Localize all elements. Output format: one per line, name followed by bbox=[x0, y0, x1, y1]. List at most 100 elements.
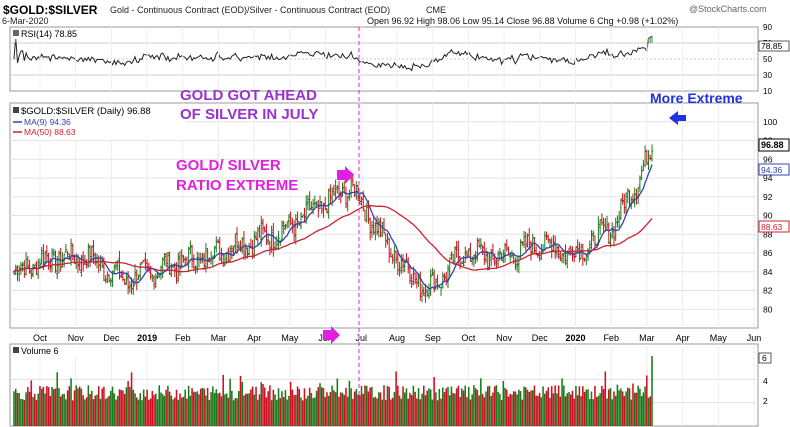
volume-bar bbox=[568, 392, 570, 426]
volume-bar bbox=[607, 389, 610, 426]
volume-bar bbox=[92, 399, 95, 426]
volume-bar bbox=[307, 395, 309, 426]
volume-bar bbox=[255, 386, 257, 426]
volume-bar bbox=[135, 397, 138, 426]
volume-bar bbox=[82, 395, 84, 426]
volume-bar bbox=[224, 394, 226, 426]
volume-bar bbox=[168, 391, 171, 426]
volume-bar bbox=[99, 398, 102, 426]
volume-bar bbox=[595, 397, 598, 426]
volume-bar bbox=[165, 389, 167, 426]
volume-bar bbox=[225, 393, 228, 426]
x-axis-label: Jul bbox=[356, 333, 368, 343]
volume-bar bbox=[438, 388, 441, 426]
volume-bar bbox=[175, 389, 178, 426]
volume-bar bbox=[455, 388, 458, 426]
volume-bar bbox=[360, 385, 363, 426]
rsi-value-tag-text: 78.85 bbox=[761, 41, 783, 51]
volume-bar bbox=[587, 389, 589, 426]
volume-bar bbox=[509, 393, 512, 426]
volume-bar bbox=[481, 393, 484, 426]
volume-bar bbox=[633, 392, 636, 426]
volume-bar bbox=[436, 400, 439, 426]
volume-bar bbox=[495, 385, 498, 426]
volume-bar bbox=[341, 392, 344, 426]
volume-bar bbox=[218, 392, 221, 426]
volume-bar bbox=[262, 383, 264, 426]
volume-tick-2: 2 bbox=[763, 396, 768, 406]
volume-bar bbox=[229, 378, 231, 426]
volume-bar bbox=[642, 392, 645, 426]
volume-bar bbox=[331, 385, 333, 426]
ma50-tag bbox=[758, 220, 790, 233]
volume-bar bbox=[122, 390, 124, 426]
volume-bar bbox=[49, 395, 52, 426]
volume-bar bbox=[544, 393, 546, 426]
volume-bar bbox=[194, 392, 197, 426]
annotation-extreme-line2: RATIO EXTREME bbox=[176, 177, 298, 194]
volume-bar bbox=[282, 397, 285, 426]
volume-bar bbox=[531, 390, 534, 426]
header-quote: Open 96.92 High 98.06 Low 95.14 Close 96… bbox=[367, 16, 678, 26]
volume-bar bbox=[174, 397, 176, 426]
volume-bar bbox=[359, 395, 361, 426]
volume-bar bbox=[94, 395, 97, 426]
volume-bar bbox=[447, 386, 449, 426]
volume-bar bbox=[627, 387, 629, 426]
price-axis-tick: 100 bbox=[763, 117, 777, 127]
volume-bar bbox=[422, 385, 425, 426]
volume-bar bbox=[189, 395, 192, 426]
volume-bar bbox=[127, 381, 129, 426]
volume-bar bbox=[217, 393, 219, 426]
volume-bar bbox=[212, 386, 214, 426]
x-axis-label: Oct bbox=[461, 333, 476, 343]
volume-bar bbox=[148, 399, 150, 426]
volume-bar bbox=[151, 390, 154, 426]
volume-bar bbox=[40, 388, 43, 426]
volume-bar bbox=[348, 380, 351, 426]
volume-bar bbox=[210, 392, 212, 426]
volume-bar bbox=[108, 395, 110, 426]
volume-bar bbox=[448, 395, 451, 426]
volume-bar bbox=[514, 391, 517, 426]
volume-bar bbox=[301, 400, 304, 426]
volume-bar bbox=[253, 394, 256, 426]
rsi-value-tag bbox=[758, 40, 790, 52]
volume-bar bbox=[376, 398, 378, 426]
price-axis-tick: 86 bbox=[763, 248, 773, 258]
volume-bar bbox=[156, 399, 159, 426]
volume-bar bbox=[346, 396, 349, 426]
volume-bar bbox=[462, 390, 465, 426]
volume-bar bbox=[575, 385, 577, 426]
price-legend-swatch bbox=[13, 107, 19, 113]
volume-bar bbox=[505, 389, 508, 426]
volume-bar bbox=[312, 398, 314, 426]
volume-bar bbox=[613, 391, 615, 426]
annotation-more-extreme: More Extreme bbox=[650, 90, 743, 106]
ma50-line bbox=[13, 204, 653, 273]
volume-bar bbox=[569, 394, 572, 426]
volume-bar bbox=[614, 395, 617, 426]
volume-bar bbox=[232, 400, 235, 426]
volume-bar bbox=[70, 378, 72, 426]
volume-bar bbox=[578, 386, 581, 426]
volume-bar bbox=[625, 391, 627, 426]
rsi-label: RSI(14) 78.85 bbox=[21, 29, 77, 39]
volume-bar bbox=[557, 385, 560, 426]
volume-bar bbox=[68, 386, 71, 426]
volume-bar bbox=[120, 389, 122, 426]
rsi-axis-tick: 10 bbox=[763, 87, 772, 96]
volume-bar bbox=[442, 387, 444, 426]
volume-bar bbox=[499, 393, 501, 426]
volume-bar bbox=[616, 384, 619, 426]
volume-bar bbox=[512, 391, 515, 426]
volume-bar bbox=[30, 380, 33, 426]
volume-bar bbox=[115, 399, 117, 426]
volume-bar bbox=[186, 398, 188, 426]
volume-bar bbox=[345, 387, 347, 426]
x-axis-label: Nov bbox=[496, 333, 513, 343]
volume-bar bbox=[526, 389, 529, 426]
arrow-left-icon bbox=[669, 111, 686, 125]
volume-swatch bbox=[13, 347, 19, 353]
volume-bar bbox=[573, 398, 575, 426]
